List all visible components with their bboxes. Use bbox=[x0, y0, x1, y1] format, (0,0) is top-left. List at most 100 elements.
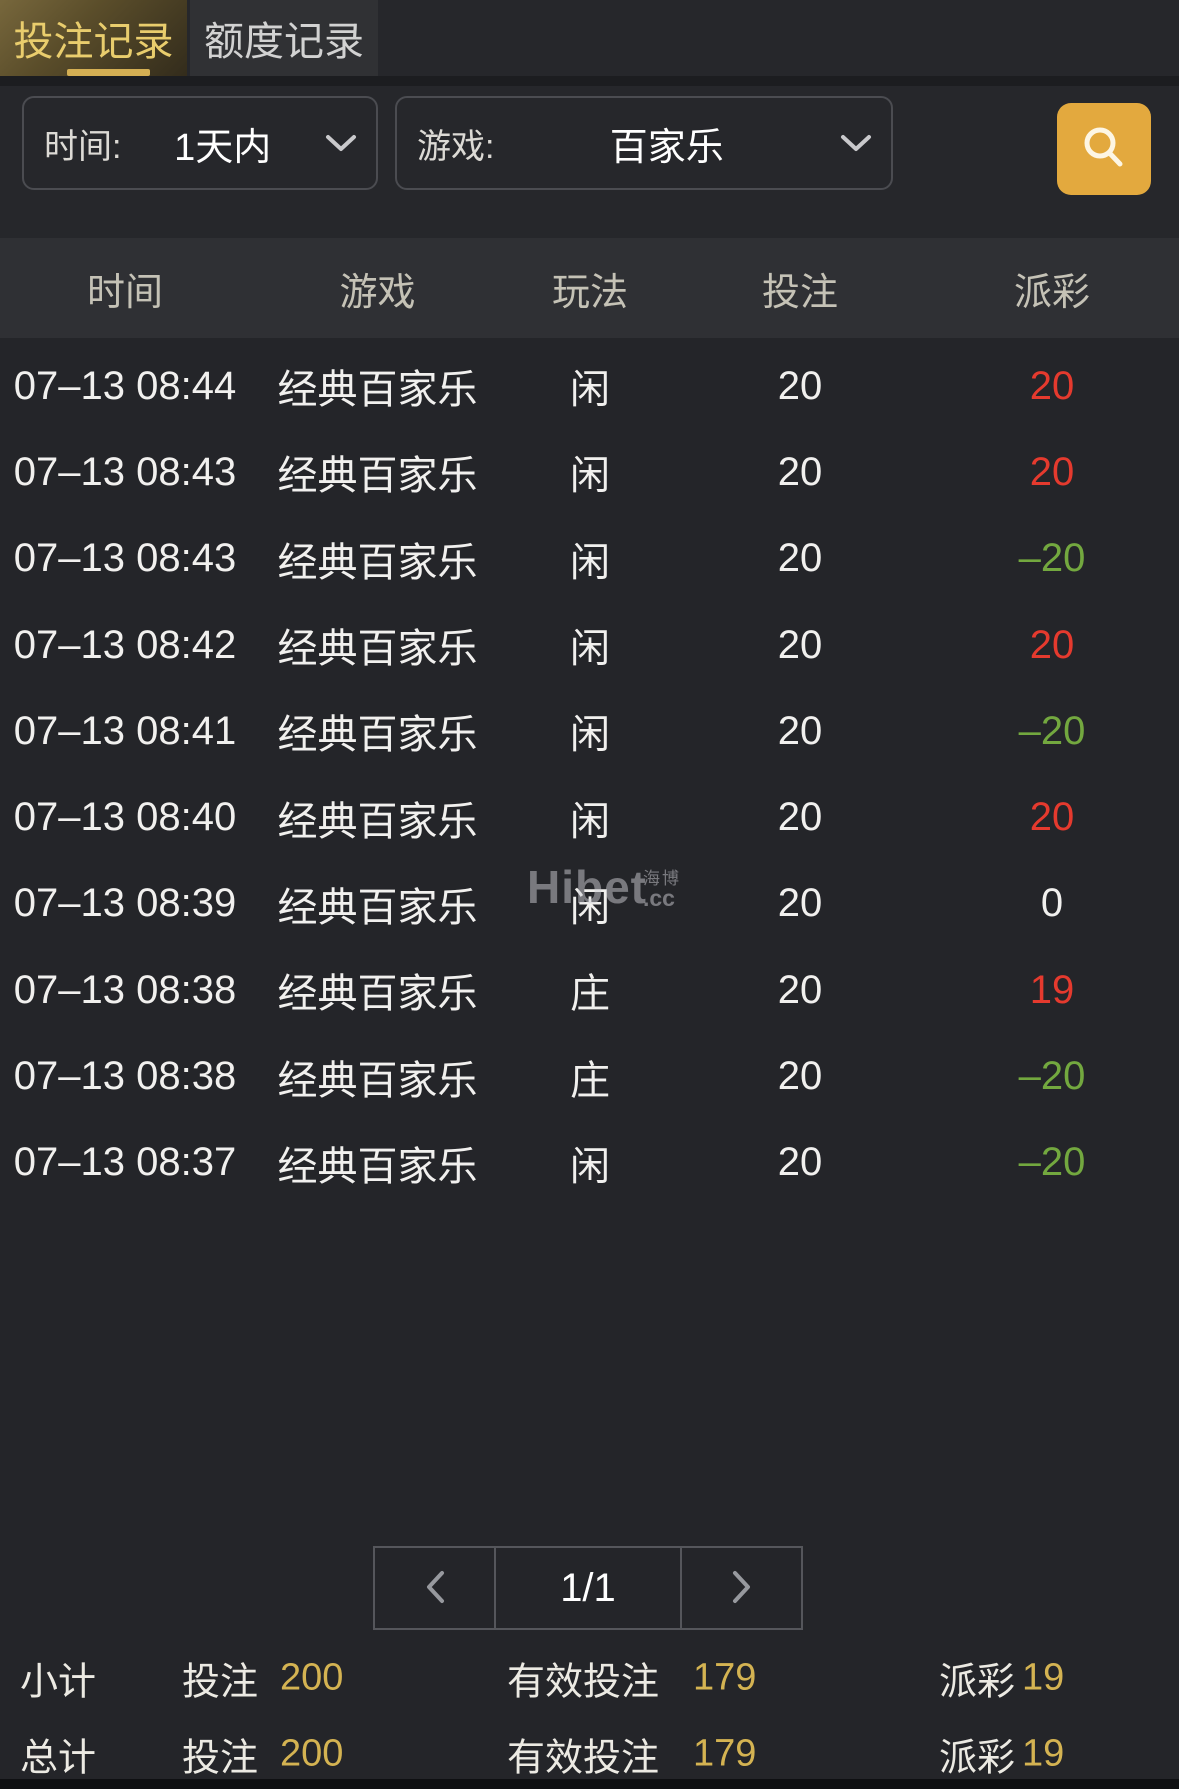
cell-time: 07–13 08:43 bbox=[13, 536, 237, 581]
cell-play: 庄 bbox=[570, 972, 610, 1017]
cell-game: 经典百家乐 bbox=[277, 885, 478, 930]
pagination: 1/1 bbox=[373, 1546, 803, 1630]
prev-page-button[interactable] bbox=[373, 1546, 496, 1630]
summary-bet-label: 投注 bbox=[182, 1737, 259, 1780]
cell-time: 07–13 08:39 bbox=[13, 881, 237, 926]
table-row[interactable]: 07–13 08:43 经典百家乐 闲 20 –20 bbox=[0, 516, 1179, 602]
cell-time: 07–13 08:41 bbox=[13, 708, 237, 753]
summary-bet-value: 200 bbox=[280, 1732, 344, 1775]
cell-game: 经典百家乐 bbox=[277, 368, 478, 413]
tab-quota-records-label: 额度记录 bbox=[204, 20, 364, 64]
summary-row: 总计 投注 200 有效投注 179 派彩 19 bbox=[0, 1716, 1179, 1789]
cell-bet: 20 bbox=[777, 622, 823, 667]
cell-time: 07–13 08:43 bbox=[13, 449, 237, 494]
cell-time: 07–13 08:37 bbox=[13, 1140, 237, 1185]
tab-quota-records[interactable]: 额度记录 bbox=[190, 0, 378, 76]
cell-game: 经典百家乐 bbox=[277, 627, 478, 672]
table-row[interactable]: 07–13 08:39 经典百家乐 闲 20 0 bbox=[0, 861, 1179, 947]
cell-payout: –20 bbox=[1018, 1140, 1086, 1185]
cell-payout: 19 bbox=[1029, 967, 1075, 1012]
summary-section: 小计 投注 200 有效投注 179 派彩 19 总计 投注 200 有效投注 … bbox=[0, 1640, 1179, 1789]
time-filter-dropdown[interactable]: 时间: 1天内 bbox=[22, 96, 378, 190]
table-row[interactable]: 07–13 08:41 经典百家乐 闲 20 –20 bbox=[0, 688, 1179, 774]
cell-play: 闲 bbox=[570, 799, 610, 844]
cell-play: 闲 bbox=[570, 627, 610, 672]
cell-game: 经典百家乐 bbox=[277, 1058, 478, 1103]
cell-payout: –20 bbox=[1018, 1054, 1086, 1099]
chevron-left-icon bbox=[424, 1569, 446, 1608]
cell-time: 07–13 08:44 bbox=[13, 363, 237, 408]
table-row[interactable]: 07–13 08:40 经典百家乐 闲 20 20 bbox=[0, 774, 1179, 860]
tab-bet-records-label: 投注记录 bbox=[13, 20, 174, 64]
summary-label: 小计 bbox=[20, 1661, 97, 1704]
cell-bet: 20 bbox=[777, 363, 823, 408]
cell-time: 07–13 08:40 bbox=[13, 795, 237, 840]
cell-bet: 20 bbox=[777, 708, 823, 753]
summary-bet-label: 投注 bbox=[182, 1661, 259, 1704]
table-row[interactable]: 07–13 08:38 经典百家乐 庄 20 –20 bbox=[0, 1033, 1179, 1119]
cell-play: 庄 bbox=[570, 1058, 610, 1103]
table-row[interactable]: 07–13 08:42 经典百家乐 闲 20 20 bbox=[0, 602, 1179, 688]
cell-payout: 20 bbox=[1029, 363, 1075, 408]
cell-time: 07–13 08:38 bbox=[13, 1054, 237, 1099]
cell-payout: –20 bbox=[1018, 536, 1086, 581]
cell-play: 闲 bbox=[570, 1144, 610, 1189]
table-row[interactable]: 07–13 08:38 经典百家乐 庄 20 19 bbox=[0, 947, 1179, 1033]
cell-play: 闲 bbox=[570, 713, 610, 758]
column-header-bet: 投注 bbox=[761, 271, 838, 314]
cell-payout: 20 bbox=[1029, 795, 1075, 840]
time-filter-label: 时间: bbox=[44, 127, 122, 166]
cell-game: 经典百家乐 bbox=[277, 972, 478, 1017]
next-page-button[interactable] bbox=[680, 1546, 803, 1630]
cell-bet: 20 bbox=[777, 881, 823, 926]
bottom-bar bbox=[0, 1779, 1179, 1789]
cell-play: 闲 bbox=[570, 885, 610, 930]
column-header-time: 时间 bbox=[86, 271, 163, 314]
cell-payout: 20 bbox=[1029, 449, 1075, 494]
active-tab-underline bbox=[67, 69, 150, 76]
cell-play: 闲 bbox=[570, 540, 610, 585]
game-filter-value: 百家乐 bbox=[609, 126, 724, 169]
summary-valid-label: 有效投注 bbox=[507, 1737, 660, 1780]
chevron-down-icon bbox=[839, 133, 873, 153]
chevron-down-icon bbox=[324, 133, 358, 153]
summary-payout-label: 派彩 bbox=[939, 1737, 1016, 1780]
tab-bet-records[interactable]: 投注记录 bbox=[0, 0, 187, 76]
table-row[interactable]: 07–13 08:37 经典百家乐 闲 20 –20 bbox=[0, 1120, 1179, 1206]
game-filter-dropdown[interactable]: 游戏: 百家乐 bbox=[395, 96, 893, 190]
table-row[interactable]: 07–13 08:44 经典百家乐 闲 20 20 bbox=[0, 343, 1179, 429]
table-header: 时间 游戏 玩法 投注 派彩 bbox=[0, 238, 1179, 338]
column-header-payout: 派彩 bbox=[1013, 271, 1090, 314]
column-header-play: 玩法 bbox=[551, 271, 628, 314]
summary-bet-value: 200 bbox=[280, 1656, 344, 1699]
cell-game: 经典百家乐 bbox=[277, 1144, 478, 1189]
filter-section: 时间: 1天内 游戏: 百家乐 bbox=[0, 86, 1179, 238]
cell-payout: 0 bbox=[1040, 881, 1064, 926]
search-icon bbox=[1078, 122, 1130, 177]
table-body: 07–13 08:44 经典百家乐 闲 20 20 07–13 08:43 经典… bbox=[0, 338, 1179, 1206]
cell-play: 闲 bbox=[570, 454, 610, 499]
cell-bet: 20 bbox=[777, 1140, 823, 1185]
cell-game: 经典百家乐 bbox=[277, 540, 478, 585]
chevron-right-icon bbox=[731, 1569, 753, 1608]
time-filter-value: 1天内 bbox=[174, 126, 272, 169]
cell-bet: 20 bbox=[777, 1054, 823, 1099]
column-header-game: 游戏 bbox=[339, 271, 416, 314]
tab-bar: 投注记录 额度记录 bbox=[0, 0, 1179, 76]
cell-bet: 20 bbox=[777, 967, 823, 1012]
search-button[interactable] bbox=[1057, 103, 1151, 195]
cell-game: 经典百家乐 bbox=[277, 799, 478, 844]
cell-payout: –20 bbox=[1018, 708, 1086, 753]
summary-payout-value: 19 bbox=[1022, 1732, 1065, 1775]
page-indicator: 1/1 bbox=[494, 1546, 682, 1630]
tabbar-divider bbox=[0, 76, 1179, 86]
cell-game: 经典百家乐 bbox=[277, 454, 478, 499]
summary-row: 小计 投注 200 有效投注 179 派彩 19 bbox=[0, 1640, 1179, 1716]
table-row[interactable]: 07–13 08:43 经典百家乐 闲 20 20 bbox=[0, 429, 1179, 515]
summary-valid-label: 有效投注 bbox=[507, 1661, 660, 1704]
cell-bet: 20 bbox=[777, 449, 823, 494]
cell-bet: 20 bbox=[777, 795, 823, 840]
cell-time: 07–13 08:38 bbox=[13, 967, 237, 1012]
cell-game: 经典百家乐 bbox=[277, 713, 478, 758]
